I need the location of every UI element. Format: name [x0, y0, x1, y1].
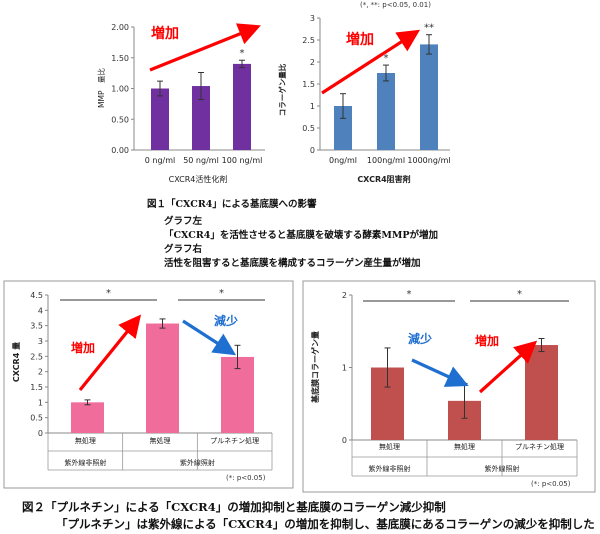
bar — [221, 356, 254, 433]
group-label: 紫外線非照射 — [64, 458, 106, 467]
x-category-label: 無処理 — [379, 442, 400, 451]
y-tick-label: 2.5 — [302, 36, 315, 45]
y-tick-label: 2.5 — [30, 352, 43, 361]
y-tick-label: 1.5 — [30, 383, 43, 392]
y-tick-label: 1 — [38, 398, 43, 407]
x-category-label: 50 ng/ml — [183, 156, 219, 165]
trend-label: 減少 — [408, 331, 432, 346]
y-tick-label: 3.5 — [30, 322, 43, 331]
trend-arrow — [149, 23, 261, 72]
y-tick-label: 0 — [310, 146, 315, 155]
y-tick-label: 4.5 — [30, 291, 43, 300]
significance-note: (*: p<0.05) — [531, 480, 571, 488]
trend-arrow — [411, 358, 469, 387]
significance-mark: * — [517, 289, 522, 300]
y-tick-label: 1 — [342, 364, 347, 373]
figure1-caption-line: グラフ右 — [164, 244, 203, 255]
bar — [71, 402, 104, 433]
trend-label: 増加 — [346, 31, 374, 48]
group-label: 紫外線照射 — [180, 458, 215, 467]
group-label: 紫外線照射 — [485, 464, 520, 473]
bar — [377, 73, 395, 150]
significance-mark: * — [106, 288, 111, 299]
bar — [525, 345, 558, 440]
y-tick-label: 1.5 — [302, 80, 315, 89]
trend-arrow — [182, 319, 237, 356]
significance-mark: * — [407, 289, 412, 300]
y-tick-label: 0 — [38, 429, 43, 438]
significance-mark: * — [219, 288, 224, 299]
x-category-label: 0 ng/ml — [145, 156, 176, 165]
x-axis-label: CXCR4活性化剤 — [169, 174, 228, 184]
bar — [233, 63, 251, 150]
x-category-label: 100ng/ml — [367, 156, 405, 165]
figure1-caption-line: 活性を阻害すると基底膜を構成するコラーゲン産生量が増加 — [164, 258, 421, 269]
group-label: 紫外線非照射 — [369, 464, 411, 473]
x-category-label: 1000ng/ml — [407, 156, 450, 165]
significance-mark: * — [384, 53, 389, 64]
bar — [151, 88, 169, 150]
trend-arrow — [478, 340, 538, 394]
y-tick-label: 0.5 — [30, 414, 43, 423]
significance-mark: * — [240, 48, 245, 59]
figure2-left-frame — [3, 280, 294, 489]
bar — [192, 86, 210, 150]
y-tick-label: 1.50 — [111, 54, 129, 63]
trend-label: 増加 — [475, 333, 499, 348]
y-tick-label: 3 — [310, 14, 315, 23]
top-significance-note: (*, **: p<0.05, 0.01) — [360, 1, 431, 9]
x-axis-label: CXCR4阻害剤 — [357, 174, 410, 184]
figure1-caption-line: 「CXCR4」を活性させると基底膜を破壊する酵素MMPが増加 — [164, 230, 439, 241]
x-category-label: プルネチン処理 — [515, 442, 564, 451]
x-category-label: 無処理 — [150, 436, 171, 445]
bar — [146, 323, 179, 433]
y-tick-label: 1 — [310, 102, 315, 111]
x-category-label: 無処理 — [75, 436, 96, 445]
trend-label: 増加 — [151, 25, 179, 42]
y-axis-label: MMP 量比 — [96, 68, 106, 108]
figure1-caption-title: 図１「CXCR4」による基底膜への影響 — [147, 199, 317, 210]
y-axis-label: CXCR4 量 — [11, 342, 21, 382]
significance-note: (*: p<0.05) — [226, 474, 266, 482]
bar — [334, 106, 352, 150]
x-category-label: 100 ng/ml — [222, 156, 263, 165]
y-tick-label: 2 — [38, 368, 43, 377]
bar — [420, 44, 438, 150]
figure2-right-frame — [302, 280, 596, 493]
figure2-caption-subtitle: 「プルネチン」は紫外線による「CXCR4」の増加を抑制し、基底膜にあるコラーゲン… — [56, 517, 595, 531]
figure2-caption-title: 図２「プルネチン」による「CXCR4」の増加抑制と基底膜のコラーゲン減少抑制 — [22, 500, 446, 514]
trend-arrow — [78, 314, 142, 392]
x-category-label: プルネチン処理 — [210, 436, 259, 445]
y-tick-label: 4 — [38, 306, 43, 315]
y-tick-label: 3 — [38, 337, 43, 346]
y-axis-label: コラーゲン量比 — [277, 63, 287, 116]
y-tick-label: 0.50 — [111, 115, 129, 124]
x-category-label: 0ng/ml — [329, 156, 357, 165]
y-tick-label: 2.00 — [111, 23, 129, 32]
y-tick-label: 0.5 — [302, 124, 315, 133]
y-tick-label: 1.00 — [111, 85, 129, 94]
x-category-label: 無処理 — [454, 442, 475, 451]
y-tick-label: 2 — [310, 58, 315, 67]
significance-mark: ** — [424, 23, 434, 34]
y-tick-label: 0.00 — [111, 146, 129, 155]
y-axis-label: 基底膜コラーゲン量 — [310, 331, 320, 404]
y-tick-label: 0 — [342, 436, 347, 445]
trend-label: 減少 — [214, 313, 238, 328]
y-tick-label: 2 — [342, 291, 347, 300]
figure1-caption-line: グラフ左 — [164, 216, 203, 227]
trend-arrow — [321, 29, 421, 95]
trend-label: 増加 — [71, 340, 95, 355]
